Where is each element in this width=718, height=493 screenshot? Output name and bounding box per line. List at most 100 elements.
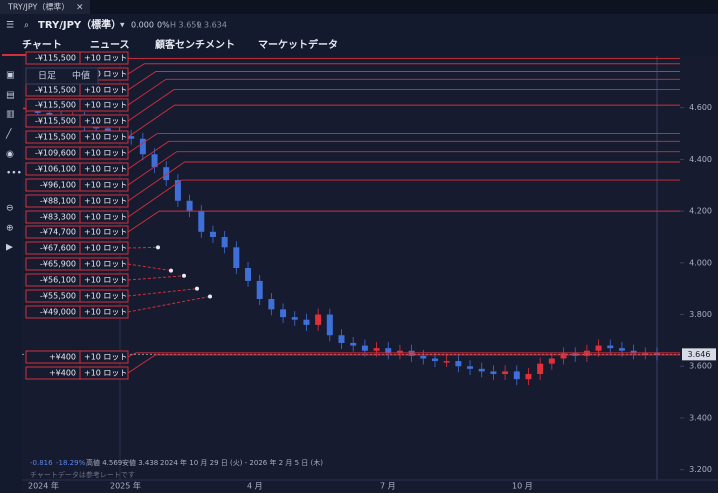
- candle: [618, 348, 625, 351]
- order-line: [127, 71, 680, 91]
- order-box[interactable]: [25, 366, 129, 380]
- order-box[interactable]: [25, 51, 129, 65]
- entry-dot: [156, 245, 160, 250]
- search-icon[interactable]: ⌕: [24, 21, 29, 31]
- window-tab-close[interactable]: ×: [76, 3, 84, 13]
- change: 0.000: [131, 21, 154, 30]
- candle: [467, 366, 474, 369]
- order-line: [127, 89, 680, 122]
- candle: [654, 353, 660, 355]
- y-tick-label: 4.400: [689, 155, 712, 164]
- candle: [291, 317, 298, 320]
- order-box[interactable]: [25, 162, 129, 176]
- order-box[interactable]: [25, 210, 129, 224]
- order-box[interactable]: [25, 241, 129, 255]
- order-box[interactable]: [25, 225, 129, 239]
- order-box[interactable]: [25, 273, 129, 287]
- order-box[interactable]: [25, 178, 129, 192]
- order-line: [127, 133, 680, 154]
- candle: [385, 348, 392, 354]
- order-pnl: +¥400: [49, 369, 76, 378]
- symbol[interactable]: TRY/JPY（標準）: [38, 18, 121, 31]
- tab[interactable]: チャート: [22, 39, 62, 51]
- candle: [245, 268, 252, 281]
- candle: [151, 154, 158, 168]
- y-tick-label: 4.600: [689, 103, 712, 112]
- order-box[interactable]: [25, 305, 129, 319]
- order-pnl: -¥67,600: [40, 244, 76, 253]
- order-lots: +10 ロット: [84, 149, 127, 158]
- order-lots: +10 ロット: [84, 86, 127, 95]
- popup-item[interactable]: 日足: [38, 71, 56, 82]
- order-pnl: -¥115,500: [35, 133, 76, 142]
- order-line: [127, 210, 680, 233]
- popup-item[interactable]: 中値: [72, 70, 90, 82]
- tab[interactable]: マーケットデータ: [258, 38, 338, 51]
- order-box[interactable]: [25, 98, 129, 112]
- x-tick-label: 7 月: [380, 482, 396, 491]
- candle: [537, 363, 544, 374]
- order-lots: +10 ロット: [84, 260, 127, 269]
- order-line: [127, 140, 680, 170]
- order-box[interactable]: [25, 114, 129, 128]
- dropdown[interactable]: ▾: [120, 21, 125, 31]
- y-tick-label: 3.200: [689, 465, 712, 474]
- candle: [315, 314, 322, 325]
- order-line: [127, 57, 680, 60]
- order-line: [127, 275, 185, 281]
- last-price-box: [682, 348, 716, 361]
- icon[interactable]: ▥: [6, 110, 15, 120]
- order-box[interactable]: [25, 130, 129, 144]
- order-pnl: -¥74,700: [40, 228, 76, 237]
- sidebar: [0, 56, 22, 493]
- change-pct: 0%: [157, 21, 170, 30]
- order-box[interactable]: [25, 289, 129, 303]
- order-line: [127, 161, 680, 202]
- order-lots: +10 ロット: [84, 165, 127, 174]
- order-lots: +10 ロット: [84, 117, 127, 126]
- order-pnl: -¥109,600: [35, 149, 76, 158]
- candle: [607, 345, 614, 349]
- icon[interactable]: •••: [6, 169, 22, 179]
- x-tick-label: 10 月: [512, 482, 533, 491]
- icon[interactable]: ╱: [5, 128, 12, 140]
- order-pnl: -¥115,500: [35, 101, 76, 110]
- icon[interactable]: ⊕: [6, 224, 14, 234]
- y-tick-label: 3.600: [689, 362, 712, 371]
- order-pnl: -¥96,100: [40, 181, 76, 190]
- candle: [350, 342, 357, 346]
- popup[interactable]: [25, 67, 99, 85]
- order-pnl: -¥88,100: [40, 197, 76, 206]
- order-line: [127, 246, 159, 249]
- candle: [642, 353, 649, 355]
- candle: [338, 335, 345, 343]
- order-box[interactable]: [25, 257, 129, 271]
- icon[interactable]: ▶: [6, 243, 13, 253]
- candle: [455, 361, 462, 367]
- candle: [630, 350, 637, 354]
- icon[interactable]: ▤: [6, 91, 15, 101]
- candle: [431, 358, 438, 362]
- icon[interactable]: ⊖: [6, 204, 14, 214]
- candle: [408, 350, 415, 356]
- candle: [233, 247, 240, 268]
- window-tab[interactable]: [0, 0, 90, 14]
- order-box[interactable]: [25, 146, 129, 160]
- order-line: [127, 63, 680, 75]
- x-tick-label: 4 月: [247, 482, 263, 491]
- tab[interactable]: 顧客センチメント: [155, 38, 235, 51]
- order-lots: +10 ロット: [84, 369, 127, 378]
- candle: [256, 280, 263, 300]
- entry-dot: [169, 268, 173, 273]
- order-box[interactable]: [25, 194, 129, 208]
- tab[interactable]: ニュース: [90, 39, 130, 51]
- candle: [128, 136, 135, 139]
- icon[interactable]: ▣: [6, 71, 15, 81]
- order-box[interactable]: [25, 350, 129, 364]
- menu-icon[interactable]: ☰: [6, 21, 14, 31]
- low: L 3.634: [197, 21, 227, 30]
- stat: -0.816: [30, 459, 53, 467]
- y-tick-label: 4.000: [689, 258, 712, 267]
- icon[interactable]: ◉: [6, 150, 14, 160]
- order-line: [127, 352, 680, 358]
